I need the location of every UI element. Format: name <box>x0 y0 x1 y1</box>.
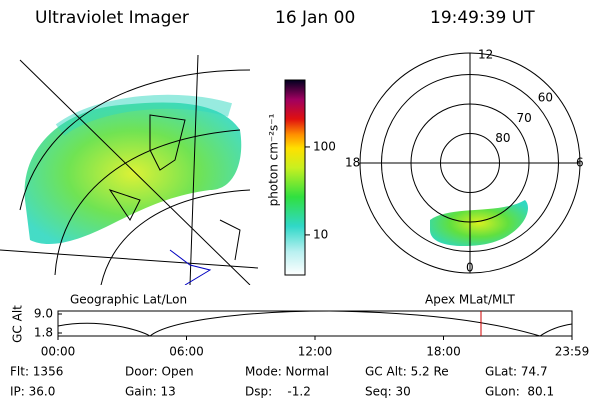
colorbar <box>284 79 306 276</box>
mlt-label: 18 <box>345 156 360 170</box>
polar-plot <box>359 52 581 274</box>
mlat-label: 70 <box>516 111 531 125</box>
info-field: Door: Open <box>125 365 194 379</box>
x-tick-label: 00:00 <box>41 345 76 359</box>
mlat-label: 80 <box>495 131 510 145</box>
y-tick-label: 9.0 <box>34 307 53 321</box>
x-tick-label: 12:00 <box>298 345 333 359</box>
colorbar-unit: photon cm⁻²s⁻¹ <box>267 113 281 206</box>
y-axis-label: GC Alt <box>11 305 25 343</box>
mlat-ring <box>381 74 559 252</box>
auroral-oval <box>430 200 528 247</box>
time: 19:49:39 UT <box>430 8 535 28</box>
info-field: Flt: 1356 <box>10 365 63 379</box>
colorbar-tick-label: 100 <box>313 139 336 153</box>
info-field: Gain: 13 <box>125 385 176 399</box>
info-field: GC Alt: 5.2 Re <box>365 365 449 379</box>
altitude-frame <box>57 310 573 337</box>
colorbar-tick-label: 10 <box>313 227 328 241</box>
mlt-label: 6 <box>576 156 584 170</box>
geographic-image <box>0 55 258 285</box>
info-field: GLon: 80.1 <box>485 385 554 399</box>
x-tick-label: 23:59 <box>555 345 590 359</box>
x-tick-label: 06:00 <box>169 345 204 359</box>
mlt-label: 0 <box>466 261 474 275</box>
date: 16 Jan 00 <box>275 8 355 28</box>
info-field: Dsp: -1.2 <box>245 385 311 399</box>
info-field: Seq: 30 <box>365 385 411 399</box>
info-field: GLat: 74.7 <box>485 365 548 379</box>
title: Ultraviolet Imager <box>35 8 189 28</box>
info-field: Mode: Normal <box>245 365 329 379</box>
mlt-label: 12 <box>478 48 493 62</box>
mlat-label: 60 <box>538 90 553 104</box>
x-tick-label: 18:00 <box>426 345 461 359</box>
mlat-ring <box>410 103 530 223</box>
panel-caption: Geographic Lat/Lon <box>70 293 187 307</box>
y-tick-label: 1.8 <box>34 326 53 340</box>
info-field: IP: 36.0 <box>10 385 55 399</box>
panel-caption: Apex MLat/MLT <box>425 293 515 307</box>
mlat-ring <box>440 133 500 193</box>
altitude-curve <box>57 310 573 337</box>
